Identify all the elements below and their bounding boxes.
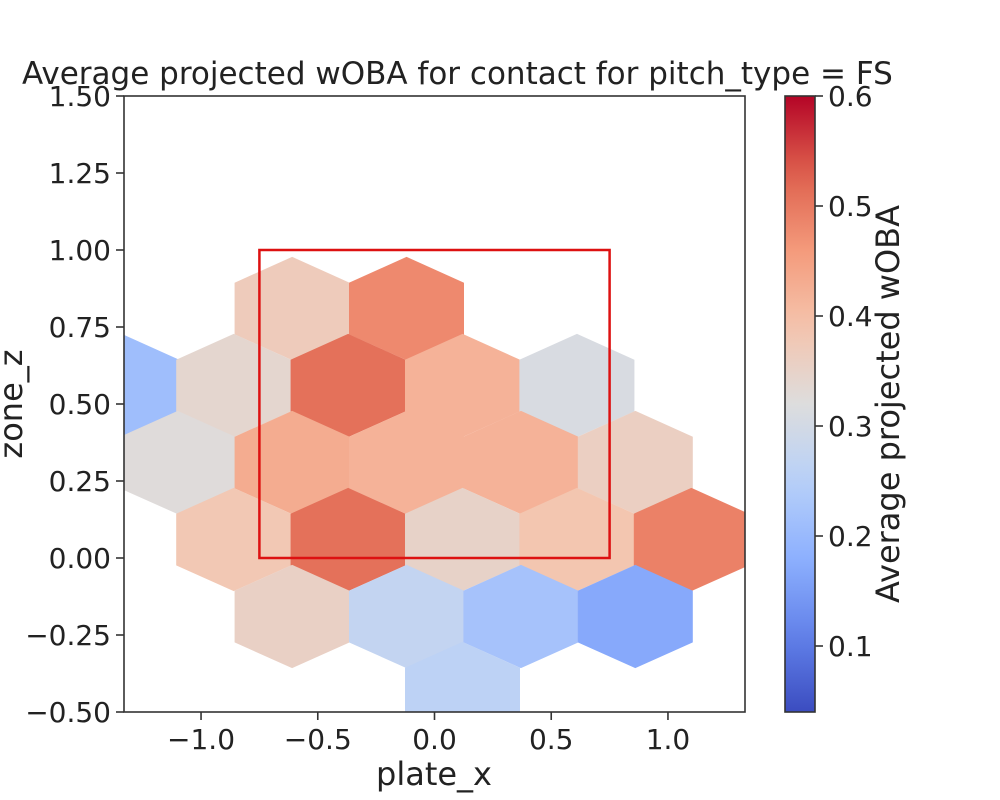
colorbar-tick-label: 0.2 — [828, 520, 873, 553]
hexbin-cell — [404, 641, 521, 712]
y-tick-label: 1.00 — [49, 234, 111, 267]
colorbar-tick-label: 0.6 — [828, 80, 873, 113]
y-tick-label: 1.25 — [49, 157, 111, 190]
x-tick-label: −0.5 — [284, 723, 352, 756]
colorbar-tick-label: 0.5 — [828, 190, 873, 223]
chart-title: Average projected wOBA for contact for p… — [22, 56, 893, 92]
colorbar-tick-label: 0.4 — [828, 300, 873, 333]
strike-zone — [258, 248, 611, 560]
colorbar — [784, 95, 816, 713]
y-tick-label: 0.00 — [49, 542, 111, 575]
colorbar-axis: 0.1 0.2 0.3 0.4 0.5 0.6 — [815, 80, 873, 663]
y-axis-label: zone_z — [0, 349, 30, 458]
colorbar-label: Average projected wOBA — [869, 205, 907, 603]
x-tick-label: −1.0 — [167, 723, 235, 756]
y-axis: −0.50 −0.25 0.00 0.25 0.50 0.75 1.00 1.25 1.50 — [25, 80, 124, 729]
x-tick-label: 1.0 — [646, 723, 691, 756]
x-tick-label: 0.5 — [529, 723, 574, 756]
x-axis-label: plate_x — [376, 755, 492, 793]
colorbar-tick-label: 0.1 — [828, 630, 873, 663]
hexbin-layer — [124, 256, 745, 712]
y-tick-label: 1.50 — [49, 80, 111, 113]
y-tick-label: 0.75 — [49, 311, 111, 344]
y-tick-label: −0.25 — [25, 619, 111, 652]
y-tick-label: 0.25 — [49, 465, 111, 498]
hexbin-cell — [577, 564, 693, 669]
x-tick-label: 0.0 — [412, 723, 457, 756]
y-tick-label: 0.50 — [49, 388, 111, 421]
x-axis: −1.0 −0.5 0.0 0.5 1.0 — [167, 712, 690, 756]
y-tick-label: −0.50 — [25, 696, 111, 729]
colorbar-tick-label: 0.3 — [828, 410, 873, 443]
